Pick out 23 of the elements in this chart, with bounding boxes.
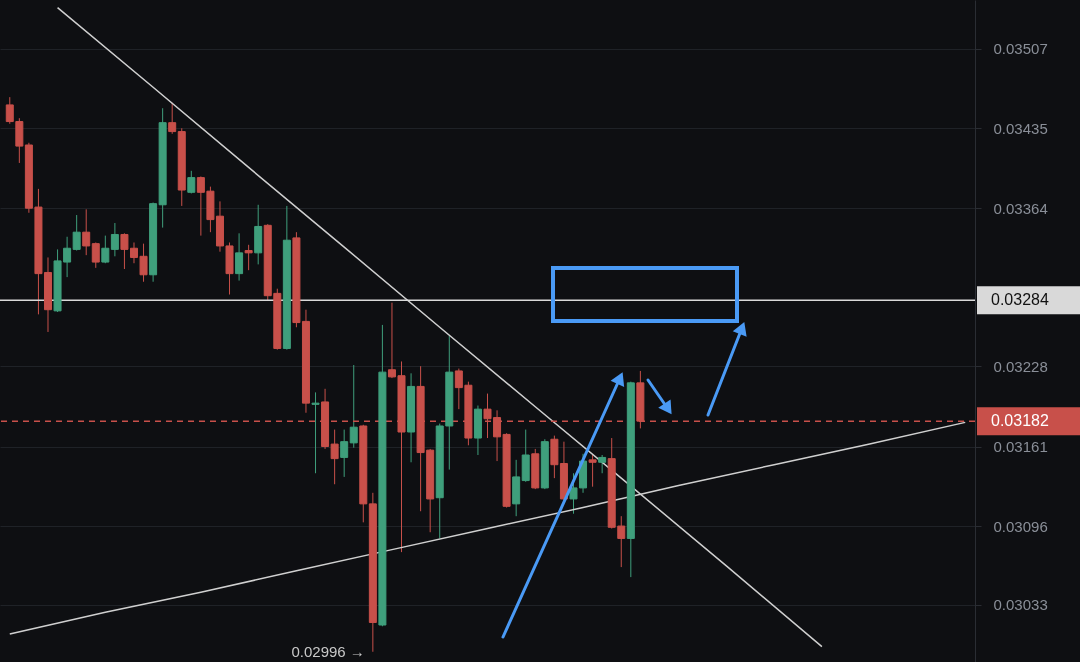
candlestick — [91, 242, 100, 269]
candlestick — [101, 235, 110, 264]
ref-line-label: 0.03182 — [991, 412, 1049, 430]
candlestick — [340, 429, 349, 478]
candlestick — [598, 454, 607, 474]
y-tick-label: 0.03161 — [993, 438, 1048, 456]
candlestick — [349, 364, 358, 449]
y-tick-label: 0.03228 — [993, 357, 1048, 375]
y-tick-label: 0.03507 — [993, 40, 1048, 58]
ref-line-label: 0.03284 — [991, 291, 1049, 309]
candlestick — [311, 391, 320, 474]
candlestick — [72, 214, 81, 252]
candlestick — [244, 244, 253, 271]
annotation: 0.02996 → — [291, 642, 365, 660]
candlestick — [588, 454, 597, 488]
candlestick — [110, 222, 119, 257]
y-tick-label: 0.03096 — [993, 517, 1048, 535]
candlestick — [235, 232, 244, 282]
y-tick-label: 0.03364 — [993, 199, 1048, 217]
candlestick — [168, 102, 177, 135]
candlestick — [82, 208, 91, 256]
y-tick-label: 0.03435 — [993, 119, 1048, 137]
y-tick-label: 0.03033 — [993, 596, 1048, 614]
